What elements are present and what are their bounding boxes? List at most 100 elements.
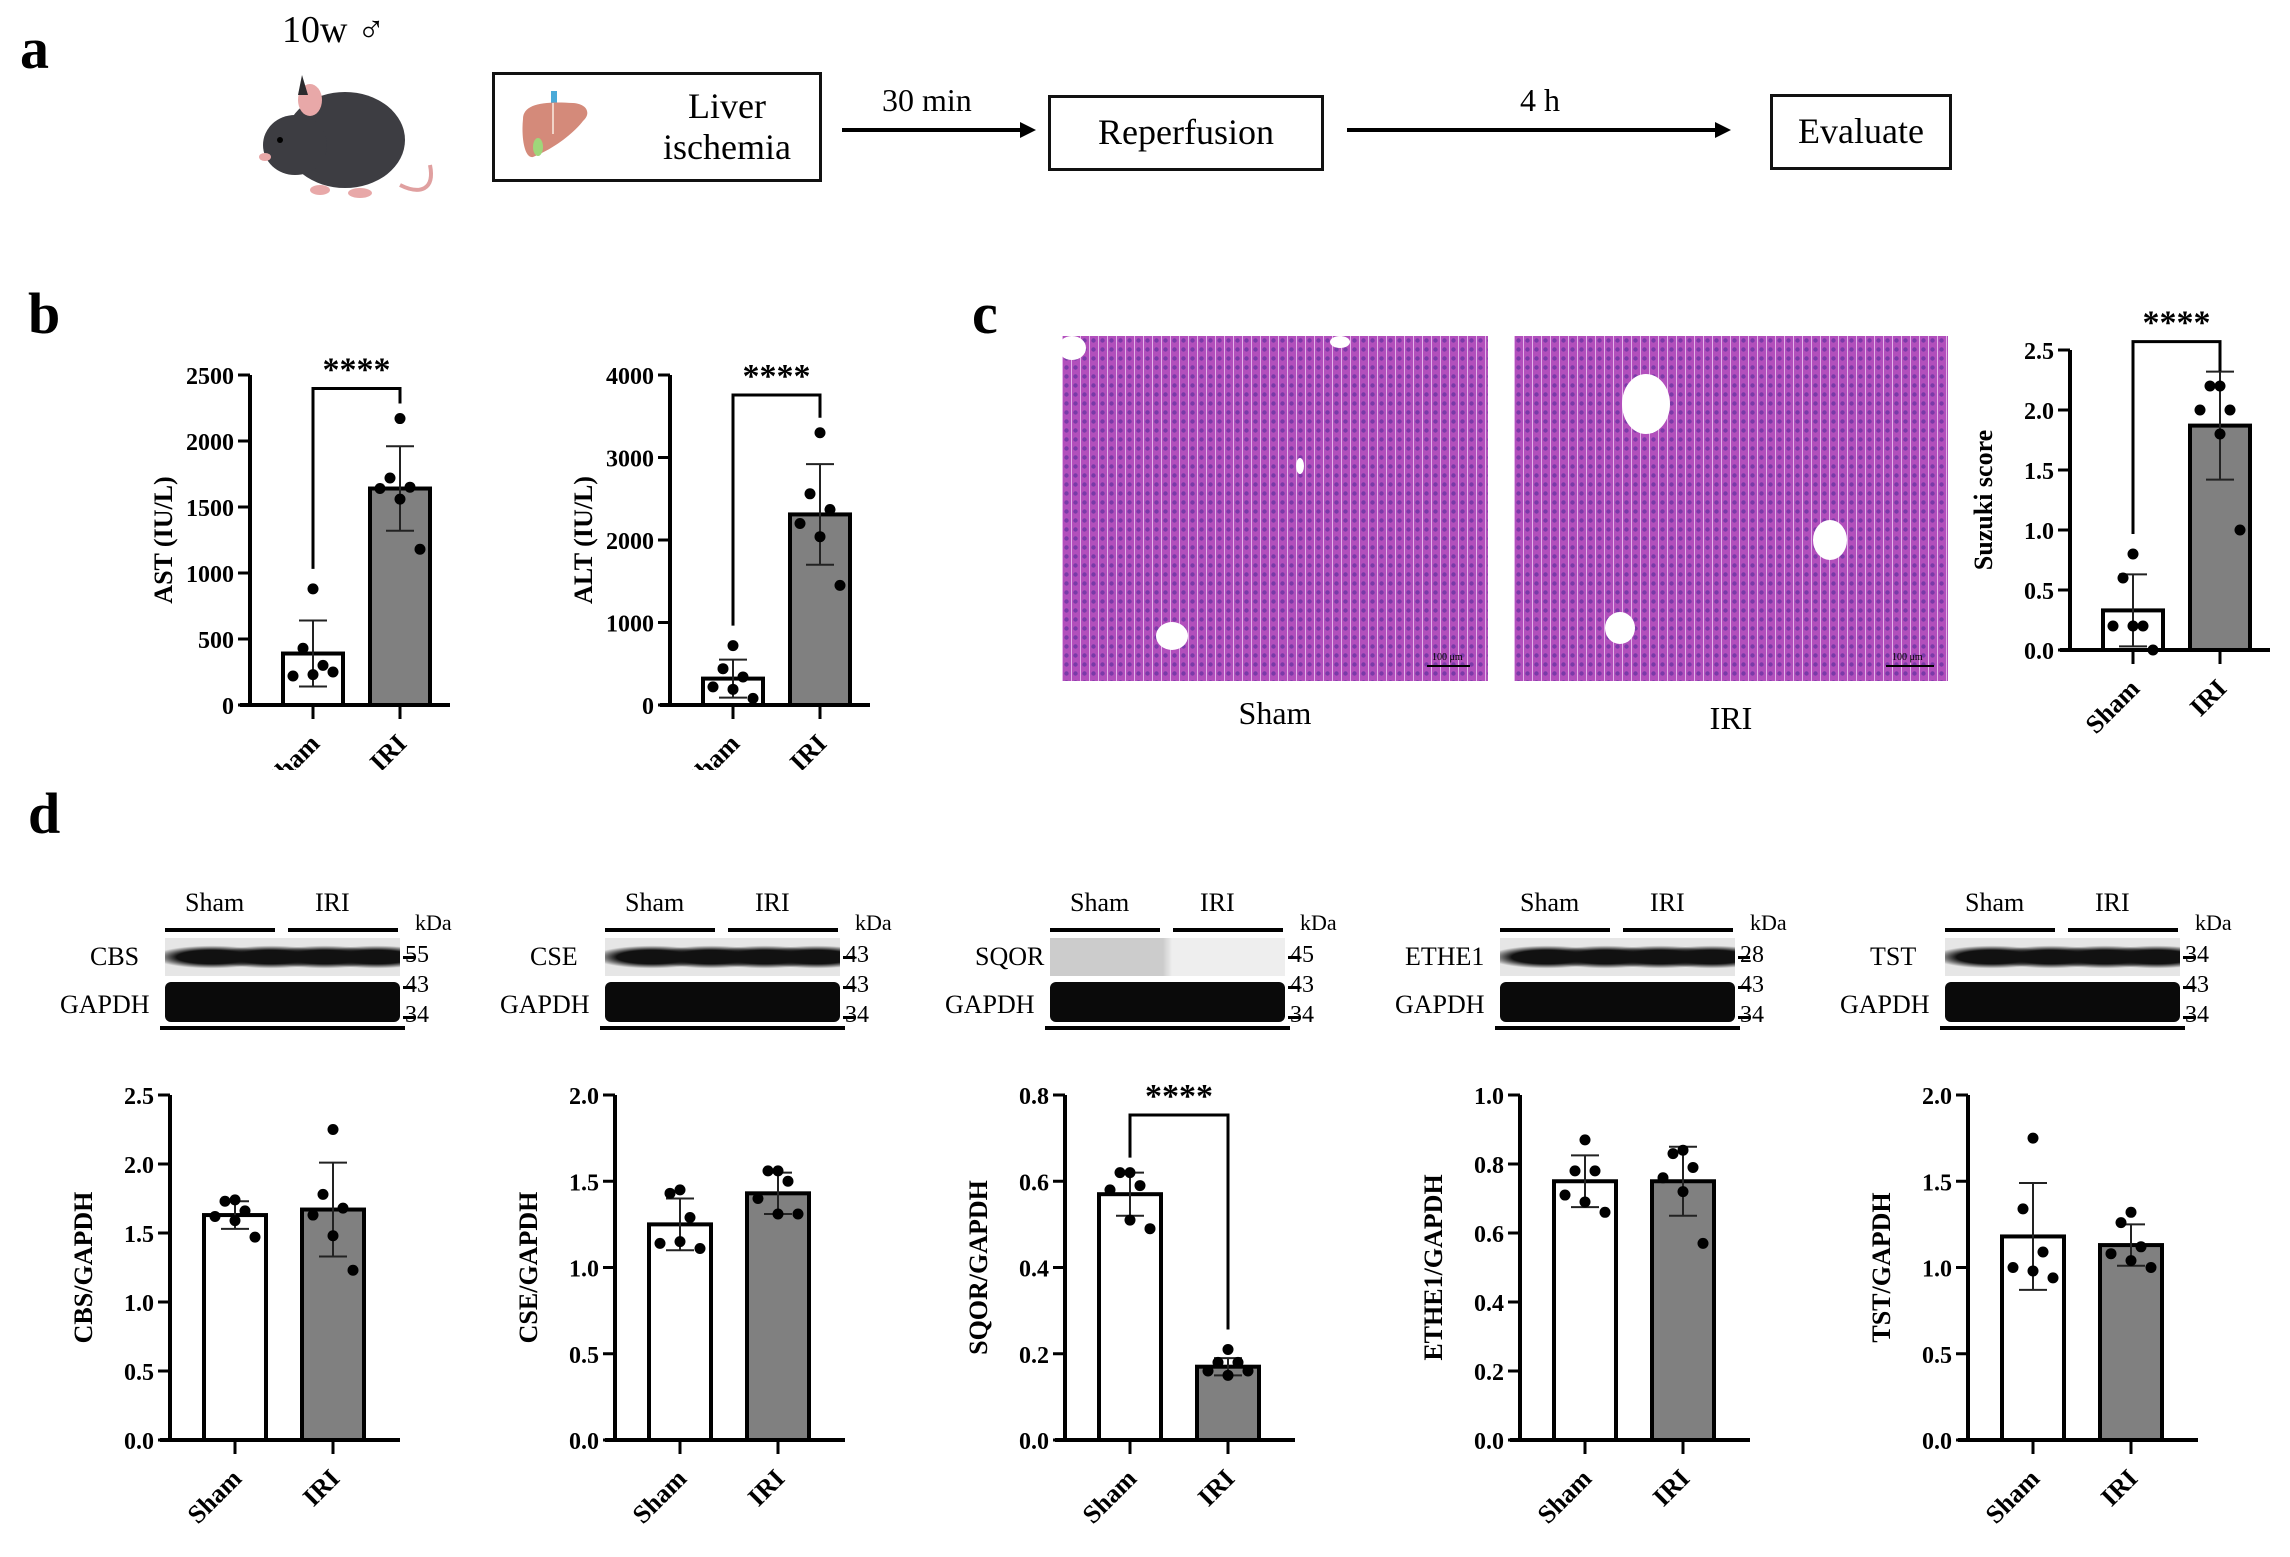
data-point — [2234, 524, 2246, 536]
kda-label: kDa — [1750, 910, 1787, 935]
y-tick-label: 0.0 — [1019, 1429, 1049, 1455]
significance-stars: **** — [1145, 1078, 1213, 1115]
histology-image-iri: 100 μm — [1514, 336, 1948, 681]
data-point — [1144, 1223, 1156, 1235]
data-point — [404, 481, 416, 493]
significance-bracket — [1128, 1113, 1230, 1330]
y-tick-label: 0.8 — [1474, 1153, 1504, 1179]
loading-control-label: GAPDH — [500, 990, 590, 1019]
data-point — [794, 518, 806, 529]
blot-bottom-bar — [600, 1026, 845, 1030]
y-tick-label: 0.4 — [1019, 1257, 1049, 1283]
data-point — [1242, 1365, 1254, 1377]
x-tick-label-iri: IRI — [742, 1464, 790, 1512]
western-blot-ethe1: Sham IRI kDa ETHE1 GAPDH 28 43 34 — [1395, 880, 1815, 1030]
loading-control-label: GAPDH — [60, 990, 150, 1019]
data-point — [347, 1264, 359, 1276]
x-tick-label-sham: Sham — [1077, 1463, 1143, 1529]
x-tick-label-sham: Sham — [260, 728, 326, 770]
data-point — [249, 1231, 261, 1243]
marker-tick — [1288, 986, 1300, 989]
arrow-label-4h: 4 h — [1520, 82, 1560, 118]
data-point — [2027, 1265, 2039, 1277]
data-point — [834, 579, 846, 591]
y-tick-label: 1000 — [606, 612, 654, 638]
gapdh-band-row — [1050, 982, 1285, 1022]
data-point — [384, 472, 396, 484]
data-point — [2145, 1262, 2157, 1273]
data-point — [2137, 620, 2149, 632]
data-point — [394, 493, 406, 505]
y-tick-label: 1.5 — [1922, 1170, 1952, 1196]
bar-sham — [202, 1213, 268, 1442]
significance-bracket — [2131, 340, 2222, 534]
chart-tst-gapdh: 0.0 0.5 1.0 1.5 2.0 TST/GAPDH Sham IRI — [1867, 1084, 2198, 1529]
kda-label: kDa — [415, 910, 452, 935]
data-point — [674, 1184, 686, 1196]
data-point — [1134, 1180, 1146, 1192]
data-point — [2135, 1241, 2147, 1253]
group-bar-sham — [605, 928, 715, 932]
data-point — [229, 1215, 241, 1227]
data-point — [394, 413, 406, 425]
target-band-row — [1945, 938, 2180, 976]
data-point — [707, 681, 719, 693]
marker-43: 43 — [405, 972, 429, 998]
data-point — [1114, 1167, 1126, 1179]
y-tick-label: 1000 — [186, 562, 234, 588]
data-point — [2115, 1217, 2127, 1229]
marker-tick — [403, 956, 415, 959]
data-point — [674, 1236, 686, 1248]
bar-iri — [1650, 1179, 1716, 1442]
data-point — [654, 1237, 666, 1249]
loading-control-label: GAPDH — [1395, 990, 1485, 1019]
data-point — [317, 659, 329, 671]
data-point — [814, 427, 826, 439]
step-label-line2: ischemia — [663, 127, 791, 167]
y-tick-label: 0.5 — [1922, 1343, 1952, 1369]
data-point — [1569, 1165, 1581, 1177]
marker-34: 34 — [2185, 1002, 2209, 1028]
data-point — [317, 1188, 329, 1200]
data-point — [804, 488, 816, 500]
y-tick-label: 0.5 — [124, 1360, 154, 1386]
data-point — [1687, 1161, 1699, 1173]
target-band-row — [1050, 938, 1285, 976]
step-liver-ischemia-label: Liver ischemia — [663, 86, 791, 169]
marker-tick — [843, 956, 855, 959]
kda-label: kDa — [1300, 910, 1337, 935]
y-tick-label: 0.0 — [1922, 1429, 1952, 1455]
data-point — [414, 543, 426, 555]
blot-bottom-bar — [1940, 1026, 2185, 1030]
chart-cse-gapdh: 0.0 0.5 1.0 1.5 2.0 CSE/GAPDH Sham IRI — [514, 1084, 845, 1529]
step-reperfusion: Reperfusion — [1048, 95, 1324, 171]
y-tick-label: 0.5 — [569, 1343, 599, 1369]
data-point — [2147, 644, 2159, 656]
target-band-row — [1500, 938, 1735, 976]
blot-bottom-bar — [1045, 1026, 1290, 1030]
y-tick-label: 2500 — [186, 364, 234, 390]
chart-sqor-gapdh: 0.0 0.2 0.4 0.6 0.8 SQOR/GAPDH Sham IRI **** — [964, 1078, 1295, 1529]
group-label-iri: IRI — [315, 888, 350, 917]
target-protein-label: CBS — [90, 942, 140, 971]
data-point — [2125, 1206, 2137, 1218]
data-point — [2007, 1262, 2019, 1273]
western-blot-cse: Sham IRI kDa CSE GAPDH 43 43 34 — [500, 880, 920, 1030]
gapdh-band-row — [605, 982, 840, 1022]
y-tick-label: 0.0 — [1474, 1429, 1504, 1455]
kda-label: kDa — [855, 910, 892, 935]
marker-tick — [843, 1016, 855, 1019]
data-point — [1579, 1196, 1591, 1208]
y-tick-label: 0.6 — [1474, 1222, 1504, 1248]
y-axis-label: CBS/GAPDH — [69, 1192, 98, 1344]
target-band-row — [605, 938, 840, 976]
marker-target: 43 — [845, 942, 869, 968]
y-axis-label: SQOR/GAPDH — [964, 1180, 993, 1355]
marker-43: 43 — [2185, 972, 2209, 998]
group-bar-sham — [1945, 928, 2055, 932]
data-point — [1222, 1369, 1234, 1381]
data-point — [1202, 1365, 1214, 1377]
group-label-iri: IRI — [1650, 888, 1685, 917]
x-tick-label-sham: Sham — [182, 1463, 248, 1529]
data-point — [737, 671, 749, 683]
